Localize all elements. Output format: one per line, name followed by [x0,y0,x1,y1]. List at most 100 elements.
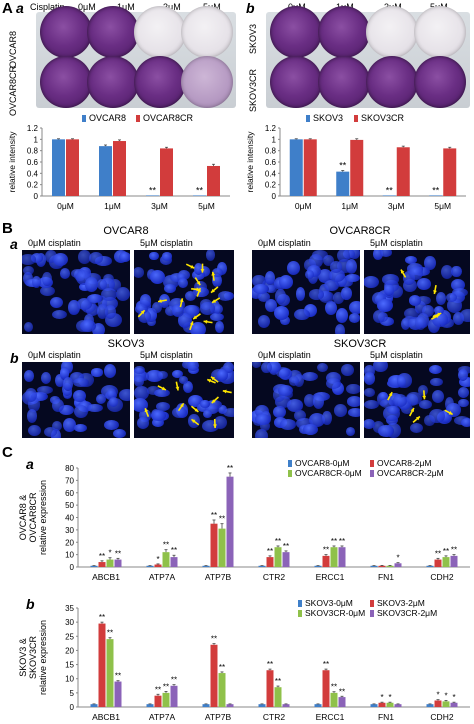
significance-mark: ** [283,542,289,551]
cell-nucleus [193,262,204,275]
cell-line-title: SKOV3 [107,338,145,350]
fluorescence-image [134,362,234,438]
cell-nucleus [252,362,262,368]
legend-swatch [354,115,358,122]
cell-nucleus [153,388,171,397]
cell-nucleus [378,391,388,401]
bar [350,139,364,196]
significance-mark: * [436,691,439,700]
significance-mark: ** [451,546,457,555]
bar [330,692,338,707]
cell-nucleus [139,294,152,308]
significance-mark: * [396,554,399,563]
legend-label: OVCAR8-0μM [295,458,350,468]
cell-nucleus [287,261,301,275]
significance-mark: ** [275,677,281,686]
cell-nucleus [429,408,445,423]
cell-nucleus [73,377,90,388]
image-condition-label: 0μM cisplatin [28,350,81,360]
cell-nucleus [409,423,423,434]
bar [396,147,410,196]
cell-nucleus [182,380,193,394]
bar [98,623,106,707]
culture-well [414,6,466,58]
bar [202,565,210,567]
cell-nucleus [104,305,116,320]
significance-mark: ** [339,537,345,546]
cell-nucleus [288,376,300,387]
bar [330,547,338,567]
cell-nucleus [415,316,426,330]
cell-nucleus [450,278,466,291]
legend-swatch [288,470,292,477]
fluorescence-image [22,362,130,438]
cell-nucleus [453,311,465,325]
cell-nucleus [52,309,68,319]
cell-nucleus [59,367,70,380]
legend-swatch [370,600,374,607]
cell-nucleus [135,304,149,315]
y-axis-label: relative intensity [245,131,255,193]
panel-bb-letter: b [10,350,19,366]
cell-nucleus [134,267,145,278]
cell-nucleus [433,306,444,316]
cell-nucleus [69,372,84,383]
cell-nucleus [378,425,394,437]
cell-nucleus [451,265,462,278]
significance-mark: * [444,691,447,700]
cell-nucleus [51,420,62,432]
cell-nucleus [178,376,189,385]
cell-nucleus [62,376,73,391]
image-condition-label: 5μM cisplatin [370,350,423,360]
cell-nucleus [119,252,130,263]
cell-nucleus [194,281,208,294]
bar [258,565,266,567]
cell-nucleus [84,277,98,292]
cell-nucleus [80,320,97,333]
cell-nucleus [430,377,444,387]
cell-nucleus [334,404,347,417]
bar [207,165,220,196]
y-tick-label: 20 [65,646,74,655]
y-tick-label: 50 [65,501,74,510]
cell-nucleus [40,371,52,385]
x-tick-label: ABCB1 [92,572,120,582]
cell-nucleus [274,395,292,408]
cell-nucleus [318,269,333,283]
cell-nucleus [202,419,220,432]
significance-mark: ** [211,635,217,644]
significance-mark: ** [323,546,329,555]
bar [202,704,210,707]
cell-nucleus [212,268,223,278]
cell-nucleus [273,405,287,419]
cell-nucleus [346,396,360,407]
cell-nucleus [383,292,394,304]
x-tick-label: CTR2 [263,712,285,722]
bar [314,565,322,567]
cell-nucleus [22,254,37,265]
significance-mark: ** [219,663,225,672]
cell-nucleus [222,408,234,418]
y-axis-label: OVCAR8CR [28,492,38,543]
arrow-head [422,395,427,400]
image-condition-label: 0μM cisplatin [28,238,81,248]
cell-nucleus [379,250,393,257]
significance-mark: ** [115,549,121,558]
cell-nucleus [380,399,395,409]
cell-nucleus [91,368,103,377]
bar [218,528,226,567]
bar [426,565,434,567]
arrow-head [207,379,212,383]
legend-label: SKOV3 [313,113,343,123]
cell-nucleus [97,304,108,320]
cell-nucleus [149,269,165,284]
arrow-head [448,411,453,415]
x-tick-label: 1μM [341,201,358,211]
culture-well [270,56,322,108]
significance-mark: ** [171,676,177,685]
arrow-head [189,321,194,326]
bar [66,139,79,196]
cell-nucleus [24,321,34,333]
significance-mark: ** [171,546,177,555]
x-tick-label: ATP7B [205,712,232,722]
